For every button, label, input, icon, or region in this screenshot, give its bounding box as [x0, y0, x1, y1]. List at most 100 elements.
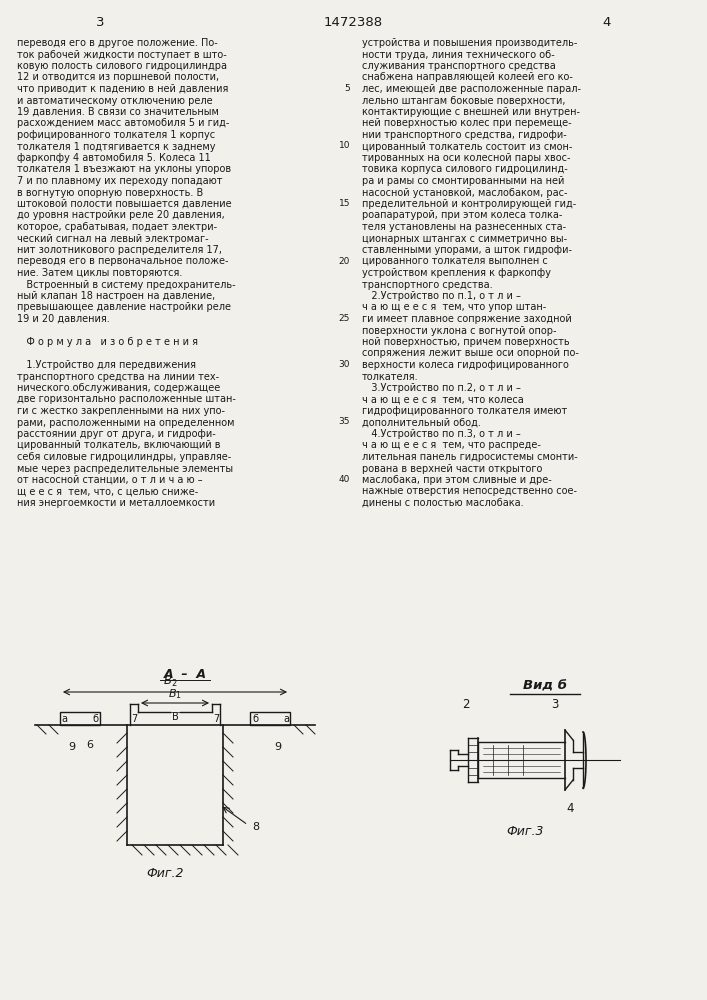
Text: ковую полость силового гидроцилиндра: ковую полость силового гидроцилиндра: [17, 61, 227, 71]
Text: 4.Устройство по п.3, о т л и –: 4.Устройство по п.3, о т л и –: [362, 429, 521, 439]
Text: переводя его в первоначальное положе-: переводя его в первоначальное положе-: [17, 256, 228, 266]
Text: ности труда, линия технического об-: ности труда, линия технического об-: [362, 49, 555, 60]
Text: 1472388: 1472388: [324, 15, 383, 28]
Text: Ф о р м у л а   и з о б р е т е н и я: Ф о р м у л а и з о б р е т е н и я: [17, 337, 198, 347]
Text: А  –  А: А – А: [163, 668, 206, 681]
Text: ч а ю щ е е с я  тем, что распреде-: ч а ю щ е е с я тем, что распреде-: [362, 440, 541, 450]
Text: себя силовые гидроцилиндры, управляе-: себя силовые гидроцилиндры, управляе-: [17, 452, 231, 462]
Text: поверхности уклона с вогнутой опор-: поверхности уклона с вогнутой опор-: [362, 326, 556, 336]
Text: 7: 7: [213, 714, 219, 724]
Text: ческий сигнал на левый электромаг-: ческий сигнал на левый электромаг-: [17, 233, 209, 243]
Text: ставленными упорами, а шток гидрофи-: ставленными упорами, а шток гидрофи-: [362, 245, 572, 255]
Text: рована в верхней части открытого: рована в верхней части открытого: [362, 464, 542, 474]
Text: 10: 10: [339, 141, 350, 150]
Text: ный клапан 18 настроен на давление,: ный клапан 18 настроен на давление,: [17, 291, 215, 301]
Text: рофицированного толкателя 1 корпус: рофицированного толкателя 1 корпус: [17, 130, 215, 140]
Text: $B_2$: $B_2$: [163, 674, 177, 689]
Bar: [60, 712, 100, 725]
Text: 7: 7: [131, 714, 137, 724]
Text: ния энергоемкости и металлоемкости: ния энергоемкости и металлоемкости: [17, 498, 215, 508]
Text: верхности колеса гидрофицированного: верхности колеса гидрофицированного: [362, 360, 569, 370]
Text: ч а ю щ е е с я  тем, что упор штан-: ч а ю щ е е с я тем, что упор штан-: [362, 302, 547, 312]
Text: 3: 3: [551, 698, 559, 711]
Text: лес, имеющей две расположенные парал-: лес, имеющей две расположенные парал-: [362, 84, 581, 94]
Text: 1.Устройство для передвижения: 1.Устройство для передвижения: [17, 360, 196, 370]
Text: Вид б: Вид б: [523, 680, 567, 693]
Text: Встроенный в систему предохранитель-: Встроенный в систему предохранитель-: [17, 279, 235, 290]
Text: 40: 40: [339, 475, 350, 484]
Text: а: а: [61, 714, 67, 724]
Text: ра и рамы со смонтированными на ней: ра и рамы со смонтированными на ней: [362, 176, 564, 186]
Text: штоковой полости повышается давление: штоковой полости повышается давление: [17, 199, 232, 209]
Text: ч а ю щ е е с я  тем, что колеса: ч а ю щ е е с я тем, что колеса: [362, 394, 524, 404]
Text: нажные отверстия непосредственно сое-: нажные отверстия непосредственно сое-: [362, 487, 577, 496]
Text: гидрофицированного толкателя имеют: гидрофицированного толкателя имеют: [362, 406, 567, 416]
Text: от насосной станции, о т л и ч а ю –: от насосной станции, о т л и ч а ю –: [17, 475, 203, 485]
Text: 4: 4: [566, 802, 574, 815]
Text: роапаратурой, при этом колеса толка-: роапаратурой, при этом колеса толка-: [362, 211, 562, 221]
Text: $B_1$: $B_1$: [168, 687, 182, 701]
Text: расхождением масс автомобиля 5 и гид-: расхождением масс автомобиля 5 и гид-: [17, 118, 229, 128]
Text: 9: 9: [274, 742, 281, 752]
Text: дополнительный обод.: дополнительный обод.: [362, 418, 481, 428]
Text: 9: 9: [69, 742, 76, 752]
Text: Фиг.3: Фиг.3: [506, 825, 544, 838]
Text: б: б: [252, 714, 258, 724]
Text: рами, расположенными на определенном: рами, расположенными на определенном: [17, 418, 235, 428]
Text: динены с полостью маслобака.: динены с полостью маслобака.: [362, 498, 524, 508]
Text: 8: 8: [252, 822, 259, 832]
Text: сопряжения лежит выше оси опорной по-: сопряжения лежит выше оси опорной по-: [362, 349, 579, 359]
Text: цированного толкателя выполнен с: цированного толкателя выполнен с: [362, 256, 548, 266]
Text: мые через распределительные элементы: мые через распределительные элементы: [17, 464, 233, 474]
Text: насосной установкой, маслобаком, рас-: насосной установкой, маслобаком, рас-: [362, 188, 568, 198]
Text: ней поверхностью колес при перемеще-: ней поверхностью колес при перемеще-: [362, 118, 572, 128]
Text: расстоянии друг от друга, и гидрофи-: расстоянии друг от друга, и гидрофи-: [17, 429, 216, 439]
Text: транспортного средства на линии тех-: транспортного средства на линии тех-: [17, 371, 219, 381]
Text: 3.Устройство по п.2, о т л и –: 3.Устройство по п.2, о т л и –: [362, 383, 521, 393]
Text: 4: 4: [603, 15, 611, 28]
Text: 35: 35: [339, 418, 350, 426]
Text: служивания транспортного средства: служивания транспортного средства: [362, 61, 556, 71]
Text: 7 и по плавному их переходу попадают: 7 и по плавному их переходу попадают: [17, 176, 223, 186]
Text: переводя его в другое положение. По-: переводя его в другое положение. По-: [17, 38, 218, 48]
Text: 30: 30: [339, 360, 350, 369]
Text: 2: 2: [462, 698, 469, 711]
Text: 12 и отводится из поршневой полости,: 12 и отводится из поршневой полости,: [17, 73, 219, 83]
Text: устройства и повышения производитель-: устройства и повышения производитель-: [362, 38, 578, 48]
Text: что приводит к падению в ней давления: что приводит к падению в ней давления: [17, 84, 228, 94]
Text: транспортного средства.: транспортного средства.: [362, 279, 493, 290]
Text: Фиг.2: Фиг.2: [146, 867, 184, 880]
Text: маслобака, при этом сливные и дре-: маслобака, при этом сливные и дре-: [362, 475, 551, 485]
Text: ток рабочей жидкости поступает в што-: ток рабочей жидкости поступает в што-: [17, 49, 227, 60]
Text: 2.Устройство по п.1, о т л и –: 2.Устройство по п.1, о т л и –: [362, 291, 521, 301]
Text: толкателя 1 подтягивается к заднему: толкателя 1 подтягивается к заднему: [17, 141, 216, 151]
Text: цированный толкатель, включающий в: цированный толкатель, включающий в: [17, 440, 221, 450]
Text: 19 и 20 давления.: 19 и 20 давления.: [17, 314, 110, 324]
Text: 20: 20: [339, 256, 350, 265]
Text: товика корпуса силового гидроцилинд-: товика корпуса силового гидроцилинд-: [362, 164, 568, 174]
Text: 6: 6: [86, 740, 93, 750]
Text: цированный толкатель состоит из смон-: цированный толкатель состоит из смон-: [362, 141, 573, 151]
Text: щ е е с я  тем, что, с целью сниже-: щ е е с я тем, что, с целью сниже-: [17, 487, 198, 496]
Text: тированных на оси колесной пары хвос-: тированных на оси колесной пары хвос-: [362, 153, 571, 163]
Text: ги имеет плавное сопряжение заходной: ги имеет плавное сопряжение заходной: [362, 314, 572, 324]
Text: 5: 5: [344, 84, 350, 93]
Text: 15: 15: [339, 199, 350, 208]
Text: лительная панель гидросистемы смонти-: лительная панель гидросистемы смонти-: [362, 452, 578, 462]
Text: лельно штангам боковые поверхности,: лельно штангам боковые поверхности,: [362, 96, 566, 105]
Text: ционарных штангах с симметрично вы-: ционарных штангах с симметрично вы-: [362, 233, 567, 243]
Text: превышающее давление настройки реле: превышающее давление настройки реле: [17, 302, 231, 312]
Text: и автоматическому отключению реле: и автоматическому отключению реле: [17, 96, 213, 105]
Text: толкателя 1 въезжают на уклоны упоров: толкателя 1 въезжают на уклоны упоров: [17, 164, 231, 174]
Text: ной поверхностью, причем поверхность: ной поверхностью, причем поверхность: [362, 337, 570, 347]
Text: до уровня настройки реле 20 давления,: до уровня настройки реле 20 давления,: [17, 211, 225, 221]
Text: которое, срабатывая, подает электри-: которое, срабатывая, подает электри-: [17, 222, 217, 232]
Text: толкателя.: толкателя.: [362, 371, 419, 381]
Text: пределительной и контролирующей гид-: пределительной и контролирующей гид-: [362, 199, 576, 209]
Text: 19 давления. В связи со значительным: 19 давления. В связи со значительным: [17, 107, 219, 117]
Text: нического.обслуживания, содержащее: нического.обслуживания, содержащее: [17, 383, 221, 393]
Text: теля установлены на разнесенных ста-: теля установлены на разнесенных ста-: [362, 222, 566, 232]
Text: фаркопфу 4 автомобиля 5. Колеса 11: фаркопфу 4 автомобиля 5. Колеса 11: [17, 153, 211, 163]
Text: снабжена направляющей колеей его ко-: снабжена направляющей колеей его ко-: [362, 73, 573, 83]
Text: устройством крепления к фаркопфу: устройством крепления к фаркопфу: [362, 268, 551, 278]
